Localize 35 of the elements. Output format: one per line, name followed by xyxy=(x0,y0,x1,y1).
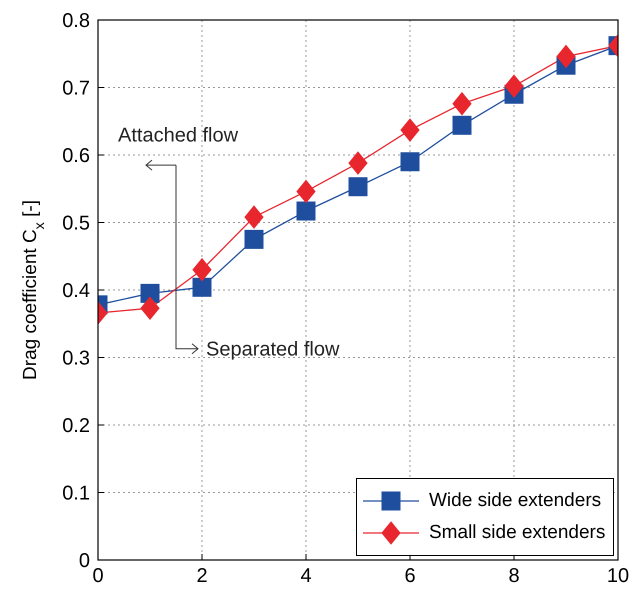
point xyxy=(296,180,316,203)
y-tick-label: 0.4 xyxy=(62,280,90,302)
point xyxy=(556,44,576,68)
point xyxy=(452,116,472,135)
y-tick-label: 0.2 xyxy=(62,415,90,438)
point xyxy=(400,118,420,142)
y-tick-label: 0 xyxy=(78,550,90,572)
y-tick-label: 0.5 xyxy=(62,212,90,235)
point xyxy=(348,177,368,196)
point xyxy=(348,152,368,175)
x-tick-label: 2 xyxy=(196,565,208,588)
y-tick-label: 0.8 xyxy=(62,10,90,32)
x-tick-label: 6 xyxy=(404,565,416,588)
point xyxy=(296,202,316,221)
y-tick-label: 0.6 xyxy=(62,145,90,168)
y-tick-label: 0.7 xyxy=(62,78,90,100)
point xyxy=(452,92,472,116)
point xyxy=(244,230,264,249)
point xyxy=(192,278,212,297)
point xyxy=(140,284,160,303)
x-tick-label: 10 xyxy=(606,565,630,588)
annotation: Attached flow xyxy=(118,124,239,146)
x-tick-label: 4 xyxy=(300,565,312,588)
y-tick-label: 0.3 xyxy=(62,348,90,370)
point xyxy=(140,296,160,320)
x-tick-label: 0 xyxy=(92,565,104,588)
point xyxy=(244,206,264,229)
x-tick-label: 8 xyxy=(508,565,520,588)
point xyxy=(400,152,420,172)
point xyxy=(504,74,524,98)
legend-label: Small side extenders xyxy=(429,522,606,544)
annotation: Separated flow xyxy=(206,338,340,361)
point xyxy=(192,258,212,282)
y-tick-label: 0.1 xyxy=(62,482,90,505)
legend-label: Wide side extenders xyxy=(429,490,602,512)
